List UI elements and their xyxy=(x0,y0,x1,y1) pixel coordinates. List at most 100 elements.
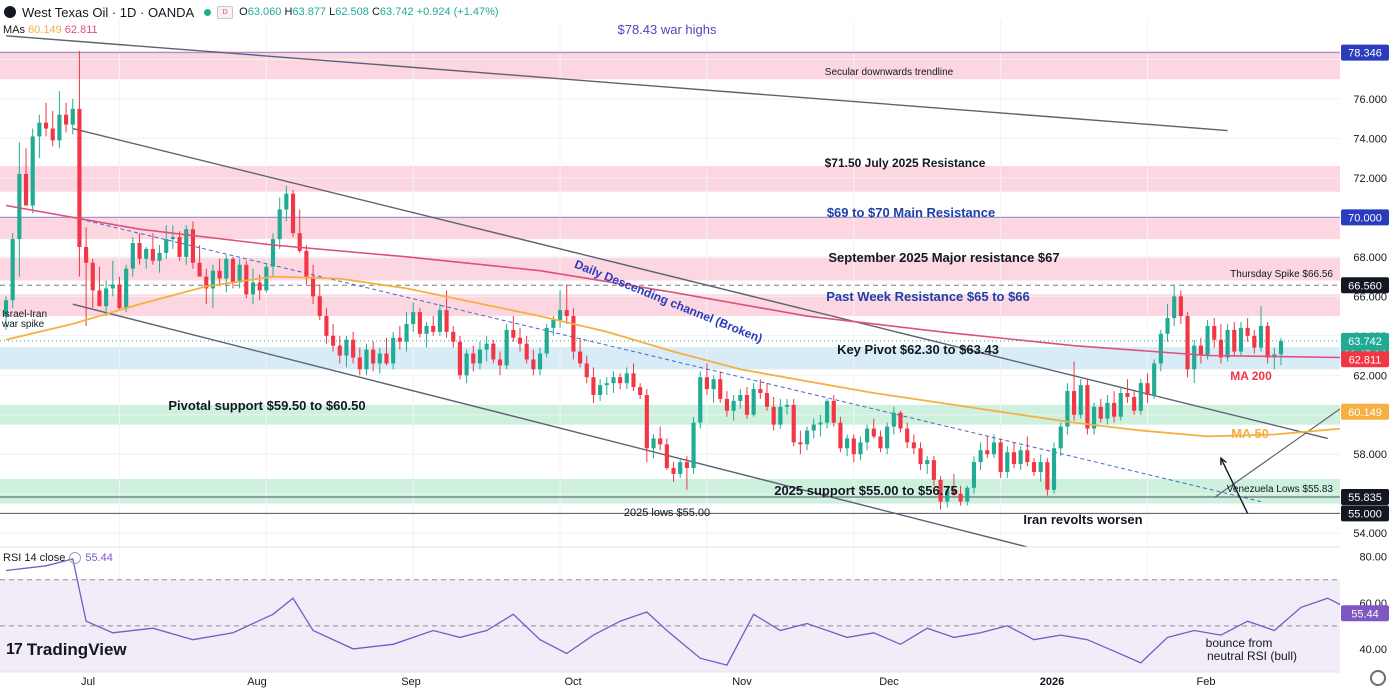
candle-body xyxy=(310,276,316,297)
candle-body xyxy=(1278,340,1284,355)
candle-body xyxy=(491,343,496,360)
candle-body xyxy=(791,404,796,443)
zone-band xyxy=(0,347,1340,370)
time-tick-label: Nov xyxy=(732,676,752,688)
moving-average-layer xyxy=(5,204,1400,438)
settings-icon[interactable] xyxy=(1370,670,1386,686)
candle-body xyxy=(651,438,656,449)
candle-body xyxy=(664,444,669,469)
candle-body xyxy=(84,246,89,263)
candle-body xyxy=(177,237,182,257)
candle-body xyxy=(1178,296,1183,317)
candle-body xyxy=(304,250,309,277)
price-badge xyxy=(1341,488,1389,505)
candle-body xyxy=(424,325,429,334)
market-open-icon xyxy=(204,8,212,16)
candle-body xyxy=(1205,325,1210,356)
time-axis: Jul Aug Sep Oct Nov Dec 2026 Feb xyxy=(0,671,1340,688)
candle-body xyxy=(244,264,249,295)
candle-body xyxy=(337,345,342,356)
candle-body xyxy=(838,422,843,449)
price-tick-label: 76.000 xyxy=(1353,94,1387,106)
candle-body xyxy=(437,310,442,332)
rsi-legend-label: RSI 14 close xyxy=(3,552,66,564)
candle-body xyxy=(23,173,29,206)
candle-body xyxy=(571,316,576,352)
open-value: 63.060 xyxy=(247,6,282,18)
rsi-tick-label: 40.00 xyxy=(1359,644,1387,656)
candle-body xyxy=(1071,391,1077,415)
candle-body xyxy=(1018,450,1023,465)
candle-body xyxy=(204,276,209,289)
annotation-text: Israel-Iran xyxy=(2,309,47,320)
ma-legend-label: MAs xyxy=(3,24,25,36)
candle-body xyxy=(1098,406,1103,419)
candle-body xyxy=(277,209,282,240)
annotation-layer: $78.43 war highs $71.50 July 2025 Resista… xyxy=(1,22,1333,663)
candle-body xyxy=(1212,325,1217,340)
candle-body xyxy=(1238,327,1244,352)
candle-body xyxy=(157,252,162,261)
candle-body xyxy=(1031,462,1037,472)
candle-body xyxy=(451,331,456,342)
candle-body xyxy=(104,288,109,307)
annotation-text: Secular downwards trendline xyxy=(825,67,954,78)
ma-legend[interactable]: MAs 60.149 62.811 xyxy=(3,24,98,36)
candle-body xyxy=(978,450,983,463)
candle-body xyxy=(484,343,489,350)
trendline-layer xyxy=(5,35,1400,548)
candle-body xyxy=(711,379,716,390)
high-value: 63.877 xyxy=(292,6,327,18)
candle-body xyxy=(724,398,730,411)
secular-downtrend-line xyxy=(5,35,1228,132)
candle-body xyxy=(945,489,950,502)
ma50-line xyxy=(5,275,1400,438)
price-badge xyxy=(1341,209,1389,226)
symbol-icon xyxy=(4,6,16,18)
candle-body xyxy=(604,383,609,386)
candle-body xyxy=(584,363,589,378)
candle-body xyxy=(10,239,15,301)
level-label: 2025 lows $55.00 xyxy=(624,507,710,519)
candle-body xyxy=(257,282,262,291)
visibility-icon[interactable] xyxy=(69,552,82,565)
channel-upper-line xyxy=(72,127,1328,440)
candle-body xyxy=(37,122,42,137)
candle-body xyxy=(1152,363,1157,395)
candle-body xyxy=(1085,385,1090,429)
candle-body xyxy=(858,442,863,455)
symbol-title[interactable]: West Texas Oil · 1D · OANDA xyxy=(22,4,195,20)
price-badge-label: 60.149 xyxy=(1348,407,1382,419)
tradingview-logo[interactable]: 17 TradingView xyxy=(6,640,127,660)
candle-body xyxy=(985,450,990,455)
candle-body xyxy=(190,229,195,263)
zone-label: 2025 support $55.00 to $56.75 xyxy=(774,483,958,498)
price-axis: 80.00 76.000 74.000 72.000 70.000 68.000 66.00… xyxy=(1340,0,1400,692)
candle-body xyxy=(784,404,790,407)
price-badge-label: 70.000 xyxy=(1348,212,1382,224)
candle-body xyxy=(184,229,189,257)
candle-body xyxy=(377,353,382,364)
candle-body xyxy=(270,239,276,267)
candle-body xyxy=(938,479,943,502)
candle-body xyxy=(798,442,803,445)
rsi-legend[interactable]: RSI 14 close 55.44 xyxy=(3,552,113,565)
candle-body xyxy=(878,436,883,449)
candle-body xyxy=(197,262,202,277)
zone-label: $71.50 July 2025 Resistance xyxy=(825,156,986,170)
candle-body xyxy=(137,243,142,259)
annotation-text: Iran revolts worsen xyxy=(1023,512,1142,527)
candle-body xyxy=(905,428,910,443)
candle-body xyxy=(1232,329,1237,352)
candle-body xyxy=(357,357,362,370)
candle-body xyxy=(731,400,736,411)
candle-body xyxy=(1045,462,1050,490)
candle-body xyxy=(811,424,816,431)
candle-body xyxy=(150,248,155,261)
candle-body xyxy=(391,337,396,364)
candle-body xyxy=(744,395,750,415)
price-badge-label: 63.742 xyxy=(1348,336,1382,348)
candle-body xyxy=(965,487,970,502)
candle-body xyxy=(891,412,896,427)
